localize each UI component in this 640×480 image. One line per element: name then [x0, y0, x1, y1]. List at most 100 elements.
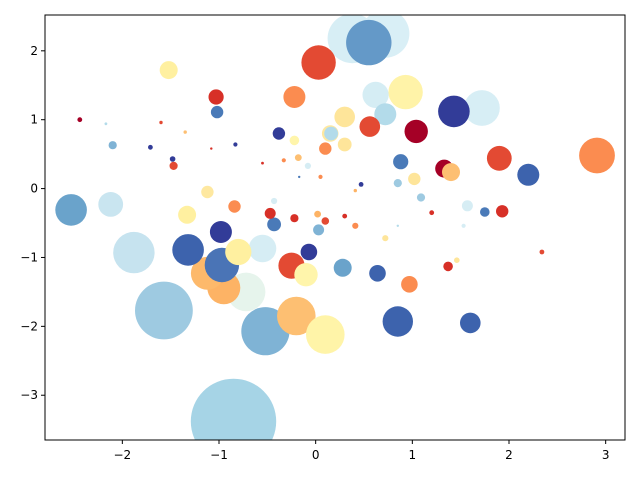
scatter-point-24	[362, 81, 389, 108]
scatter-point-66	[108, 141, 117, 150]
scatter-point-52	[210, 105, 224, 119]
scatter-point-48	[208, 89, 224, 105]
scatter-point-28	[486, 145, 512, 171]
scatter-point-1	[135, 281, 193, 340]
scatter-point-35	[359, 116, 381, 137]
scatter-point-33	[283, 86, 306, 108]
scatter-point-15	[301, 45, 336, 80]
scatter-point-83	[281, 158, 286, 163]
scatter-point-8	[277, 296, 316, 336]
scatter-point-58	[313, 224, 325, 236]
y-axis: −3 −2 −1 0 1 2	[20, 44, 45, 402]
scatter-point-74	[271, 197, 278, 205]
scatter-point-89	[159, 120, 163, 125]
scatter-point-25	[98, 192, 124, 217]
scatter-point-73	[382, 235, 389, 242]
scatter-point-19	[55, 194, 87, 226]
scatter-point-91	[261, 161, 264, 165]
scatter-point-55	[408, 172, 421, 186]
scatter-point-88	[183, 130, 187, 134]
scatter-point-82	[342, 213, 348, 219]
scatter-point-68	[321, 217, 330, 225]
scatter-point-85	[233, 142, 238, 147]
scatter-point-81	[77, 117, 83, 123]
scatter-point-93	[396, 224, 399, 227]
y-tick-label: −2	[20, 319, 38, 333]
scatter-point-46	[337, 137, 352, 152]
scatter-point-40	[401, 276, 418, 293]
scatter-point-39	[369, 265, 386, 282]
x-tick-label: −2	[113, 448, 131, 462]
scatter-point-16	[388, 74, 423, 110]
y-tick-label: 0	[30, 182, 38, 196]
scatter-point-79	[429, 210, 435, 216]
scatter-point-31	[334, 106, 356, 128]
y-tick-label: 1	[30, 113, 38, 127]
scatter-point-37	[178, 205, 197, 224]
scatter-point-84	[318, 174, 323, 179]
scatter-point-90	[104, 122, 108, 126]
scatter-point-64	[393, 179, 402, 188]
scatter-point-57	[264, 207, 276, 219]
scatter-point-47	[324, 126, 338, 141]
scatter-point-72	[352, 222, 359, 229]
plot-frame	[44, 14, 626, 441]
x-tick-label: −1	[210, 448, 228, 462]
scatter-point-26	[294, 263, 318, 287]
scatter-point-76	[169, 156, 176, 162]
scatter-point-65	[416, 193, 426, 202]
scatter-point-59	[461, 200, 473, 212]
scatter-point-6	[113, 231, 155, 274]
y-tick-label: −1	[20, 250, 38, 264]
scatter-point-51	[201, 185, 214, 199]
y-tick-label: 2	[30, 44, 38, 58]
scatter-point-75	[454, 257, 460, 264]
scatter-point-5	[346, 19, 392, 66]
x-tick-label: 3	[602, 448, 610, 462]
scatter-point-18	[172, 234, 204, 266]
scatter-point-87	[353, 188, 357, 193]
x-tick-label: 0	[312, 448, 320, 462]
y-tick-label: −3	[20, 388, 38, 402]
scatter-point-9	[306, 315, 345, 354]
scatter-point-92	[298, 175, 301, 179]
scatter-point-80	[539, 249, 545, 255]
scatter-point-50	[228, 200, 241, 213]
x-tick-label: 1	[409, 448, 417, 462]
scatter-point-0	[190, 378, 277, 440]
scatter-point-60	[480, 207, 490, 217]
scatter-point-36	[159, 61, 178, 80]
scatter-point-56	[496, 205, 509, 218]
scatter-point-12	[579, 137, 615, 174]
scatter-point-27	[404, 119, 428, 144]
scatter-point-32	[374, 103, 397, 126]
x-axis: −2 −1 0 1 2 3	[113, 440, 609, 462]
scatter-point-78	[358, 182, 364, 187]
scatter-point-69	[294, 154, 302, 162]
scatter-point-86	[461, 223, 466, 228]
scatter-point-14	[438, 95, 470, 128]
scatter-point-71	[304, 162, 311, 169]
scatter-point-49	[267, 217, 281, 232]
scatter-point-70	[314, 210, 321, 218]
scatter-point-30	[209, 221, 232, 243]
x-tick-label: 2	[505, 448, 513, 462]
scatter-point-34	[460, 312, 481, 334]
scatter-point-54	[319, 142, 332, 155]
data-points	[55, 15, 615, 440]
scatter-point-23	[225, 238, 252, 266]
scatter-point-62	[290, 214, 299, 223]
scatter-point-21	[248, 234, 277, 263]
scatter-point-43	[442, 163, 460, 182]
scatter-point-38	[333, 258, 352, 277]
scatter-point-13	[464, 90, 500, 126]
scatter-point-41	[300, 243, 318, 261]
scatter-point-77	[148, 144, 153, 150]
scatter-point-53	[272, 127, 286, 140]
scatter-point-94	[210, 147, 213, 150]
scatter-point-61	[443, 261, 453, 272]
scatter-point-63	[289, 135, 300, 146]
scatter-point-20	[382, 306, 413, 337]
